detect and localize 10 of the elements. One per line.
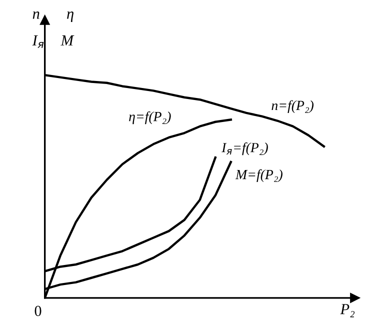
series-label: n=f(P₂) [272, 100, 314, 113]
x-axis-title: P₂ [340, 304, 355, 318]
text: M [60, 35, 74, 46]
series-label: I$_{я}$=f(P₂) [222, 142, 268, 156]
series-label: M=f(P₂) [235, 169, 282, 182]
text: η [67, 11, 74, 22]
text: I$_{я}$ [32, 35, 44, 48]
text: n [32, 12, 40, 19]
series-label: η=f(P₂) [129, 111, 171, 124]
text: 0 [34, 306, 42, 316]
